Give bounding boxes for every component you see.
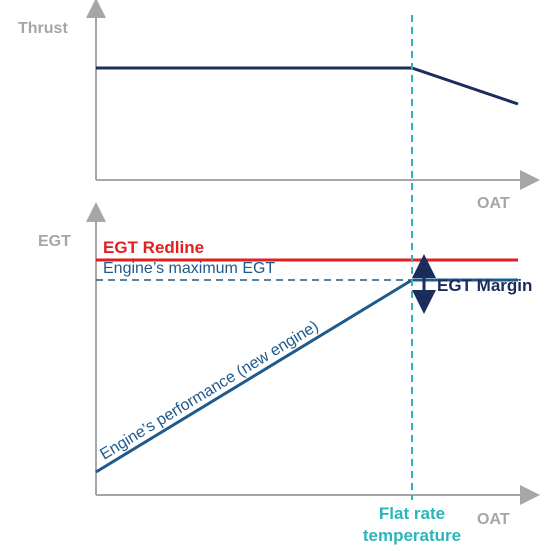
redline-label: EGT Redline xyxy=(103,238,204,257)
y-axis-label: Thrust xyxy=(18,20,68,37)
flat-rate-label: Flat rate xyxy=(379,504,445,523)
margin-label: EGT Margin xyxy=(437,276,532,295)
thrust-line xyxy=(96,66,519,106)
y-axis-label: EGT xyxy=(38,233,71,250)
x-axis-label: OAT xyxy=(477,195,510,212)
performance-line xyxy=(95,278,413,474)
performance-label: Engine’s performance (new engine) xyxy=(97,318,321,464)
max-egt-label: Engine’s maximum EGT xyxy=(103,260,275,277)
x-axis-label: OAT xyxy=(477,511,510,528)
flat-rate-label: temperature xyxy=(363,526,461,545)
